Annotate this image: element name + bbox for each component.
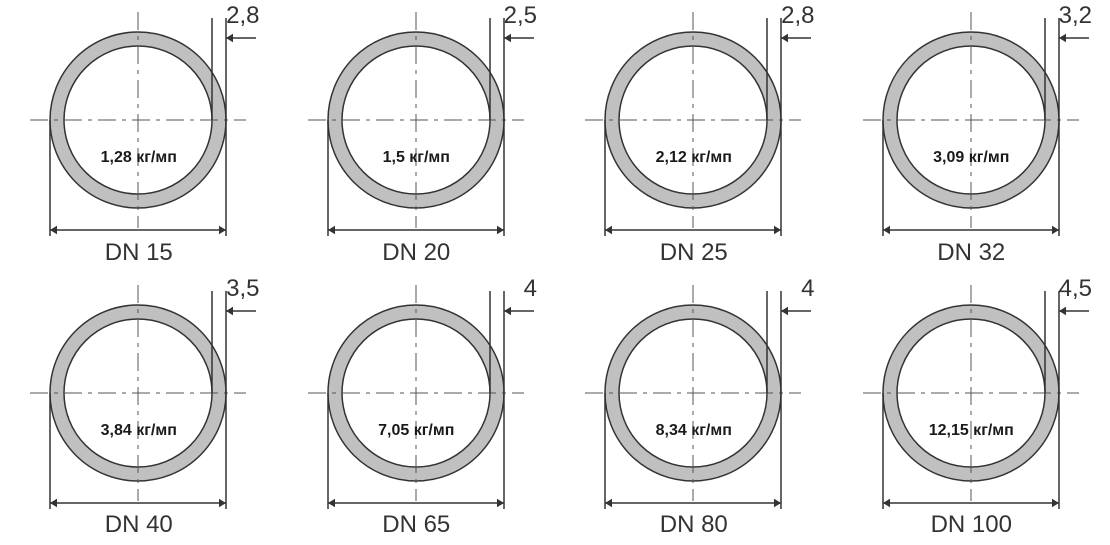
dim-dn-arrow-l xyxy=(883,498,890,506)
pipe-cell: 4 8,34 кг/мп DN 80 xyxy=(555,273,833,545)
dim-dn-arrow-l xyxy=(605,498,612,506)
dn-label: DN 65 xyxy=(382,511,450,539)
dn-label: DN 80 xyxy=(660,511,728,539)
dim-dn-arrow-l xyxy=(605,226,612,234)
weight-label: 3,09 кг/мп xyxy=(933,149,1009,167)
pipe-diagram xyxy=(278,273,556,545)
weight-label: 7,05 кг/мп xyxy=(378,422,454,440)
wall-thickness-label: 4,5 xyxy=(1059,275,1092,303)
wall-dim-arrow xyxy=(1059,306,1066,314)
dim-dn-arrow-r xyxy=(1052,498,1059,506)
dim-dn-arrow-l xyxy=(328,498,335,506)
wall-dim-arrow xyxy=(781,306,788,314)
dim-dn-arrow-r xyxy=(1052,226,1059,234)
pipe-cell: 2,5 1,5 кг/мп DN 20 xyxy=(278,0,556,273)
weight-label: 8,34 кг/мп xyxy=(656,422,732,440)
weight-label: 3,84 кг/мп xyxy=(101,422,177,440)
pipe-diagram xyxy=(278,0,556,273)
weight-label: 12,15 кг/мп xyxy=(929,422,1014,440)
wall-thickness-label: 3,5 xyxy=(226,275,259,303)
dim-dn-arrow-l xyxy=(50,226,57,234)
dim-dn-arrow-r xyxy=(774,226,781,234)
pipe-cell: 4 7,05 кг/мп DN 65 xyxy=(278,273,556,545)
dim-dn-arrow-r xyxy=(219,226,226,234)
weight-label: 2,12 кг/мп xyxy=(656,149,732,167)
dim-dn-arrow-r xyxy=(497,498,504,506)
pipe-diagram xyxy=(555,0,833,273)
wall-dim-arrow xyxy=(226,34,233,42)
weight-label: 1,28 кг/мп xyxy=(101,149,177,167)
dim-dn-arrow-l xyxy=(328,226,335,234)
dn-label: DN 32 xyxy=(937,239,1005,267)
pipe-cell: 4,5 12,15 кг/мп DN 100 xyxy=(833,273,1110,545)
pipe-diagram xyxy=(833,273,1110,545)
dn-label: DN 25 xyxy=(660,239,728,267)
dim-dn-arrow-r xyxy=(219,498,226,506)
dn-label: DN 100 xyxy=(931,511,1012,539)
dim-dn-arrow-l xyxy=(883,226,890,234)
dim-dn-arrow-l xyxy=(50,498,57,506)
wall-dim-arrow xyxy=(226,306,233,314)
dim-dn-arrow-r xyxy=(774,498,781,506)
pipe-diagram xyxy=(0,273,278,545)
dn-label: DN 40 xyxy=(105,511,173,539)
pipe-diagram xyxy=(555,273,833,545)
dim-dn-arrow-r xyxy=(497,226,504,234)
wall-dim-arrow xyxy=(504,306,511,314)
wall-thickness-label: 4 xyxy=(801,275,814,303)
pipe-cell: 3,5 3,84 кг/мп DN 40 xyxy=(0,273,278,545)
wall-dim-arrow xyxy=(781,34,788,42)
pipe-cell: 2,8 2,12 кг/мп DN 25 xyxy=(555,0,833,273)
wall-thickness-label: 2,5 xyxy=(504,2,537,30)
pipe-cell: 3,2 3,09 кг/мп DN 32 xyxy=(833,0,1110,273)
wall-thickness-label: 4 xyxy=(524,275,537,303)
weight-label: 1,5 кг/мп xyxy=(383,149,450,167)
wall-thickness-label: 2,8 xyxy=(781,2,814,30)
wall-dim-arrow xyxy=(504,34,511,42)
wall-thickness-label: 3,2 xyxy=(1059,2,1092,30)
wall-dim-arrow xyxy=(1059,34,1066,42)
pipe-grid: 2,8 1,28 кг/мп DN 15 2,5 1,5 кг/мп DN 20 xyxy=(0,0,1110,545)
pipe-diagram xyxy=(0,0,278,273)
wall-thickness-label: 2,8 xyxy=(226,2,259,30)
pipe-cell: 2,8 1,28 кг/мп DN 15 xyxy=(0,0,278,273)
dn-label: DN 20 xyxy=(382,239,450,267)
dn-label: DN 15 xyxy=(105,239,173,267)
pipe-diagram xyxy=(833,0,1110,273)
